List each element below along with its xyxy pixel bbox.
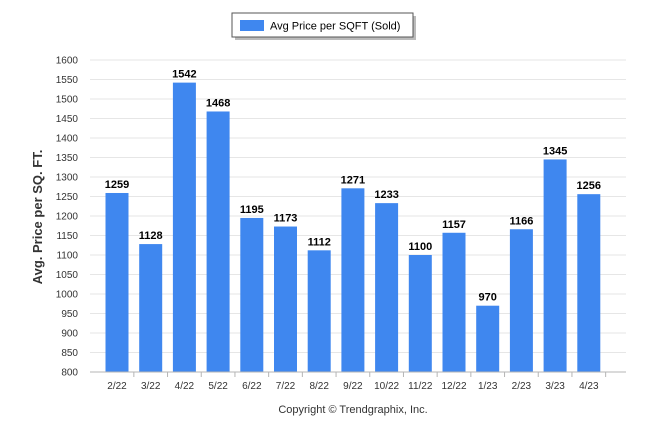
y-tick-label: 1000 [56,290,79,301]
data-labels: 1259 1128 1542 1468 1195 1173 1112 1271 1233 1100… [105,69,601,304]
y-tick-label: 1250 [56,192,79,203]
bar-value-label: 1128 [139,230,163,242]
x-tick-label: 5/22 [208,381,228,392]
y-tick-label: 1350 [56,153,79,164]
bar-value-label: 1259 [105,179,129,191]
x-tick-label: 11/22 [408,381,433,392]
y-tick-label: 1400 [56,134,79,145]
x-tick-label: 7/22 [276,381,296,392]
legend[interactable]: Avg Price per SQFT (Sold) [231,12,416,40]
bar-value-label: 1157 [442,219,466,231]
x-tick-label: 2/22 [107,381,127,392]
bar-value-label: 1468 [206,97,230,109]
y-tick-label: 1550 [56,75,79,86]
y-tick-label: 1100 [56,251,78,262]
bar[interactable] [543,159,567,372]
x-axis-ticks: 2/22 3/22 4/22 5/22 6/22 7/22 8/22 9/22 10/22 11/… [107,372,607,392]
y-tick-label: 800 [61,368,78,379]
x-tick-label: 10/22 [374,381,399,392]
y-tick-label: 1050 [56,270,79,281]
bar[interactable] [139,244,163,372]
bar-value-label: 1542 [172,69,196,81]
y-tick-label: 1450 [56,114,79,125]
bar[interactable] [206,111,230,372]
x-tick-label: 3/23 [545,381,565,392]
bar[interactable] [442,232,466,372]
bar[interactable] [408,255,432,372]
bar[interactable] [509,229,533,372]
legend-swatch [240,20,264,31]
bar-value-label: 1173 [274,213,298,225]
y-tick-label: 1150 [56,231,78,242]
bar[interactable] [240,217,264,372]
y-tick-label: 1500 [56,95,79,106]
bar[interactable] [341,188,365,372]
x-tick-label: 4/23 [579,381,599,392]
bar-value-label: 1271 [341,174,365,186]
bar-value-label: 970 [479,292,497,304]
x-tick-label: 8/22 [309,381,329,392]
y-tick-label: 900 [61,329,78,340]
x-tick-label: 1/23 [478,381,498,392]
bars [105,82,601,373]
bar[interactable] [476,305,500,372]
y-tick-label: 1300 [56,173,79,184]
y-tick-label: 1200 [56,212,79,223]
x-tick-label: 9/22 [343,381,363,392]
x-tick-label: 6/22 [242,381,262,392]
bar-value-label: 1345 [543,145,567,157]
bar[interactable] [274,226,297,372]
y-tick-label: 850 [61,348,78,359]
bar[interactable] [172,82,196,373]
x-tick-label: 3/22 [141,381,161,392]
bar[interactable] [577,194,601,372]
bar-value-label: 1256 [577,180,601,192]
bar-value-label: 1100 [408,241,432,253]
bar-value-label: 1166 [509,215,533,227]
bar[interactable] [105,192,129,372]
x-tick-label: 4/22 [175,381,195,392]
bar-value-label: 1195 [240,204,264,216]
bar[interactable] [307,250,331,372]
x-tick-label: 12/22 [441,381,466,392]
copyright-footer: Copyright © Trendgraphix, Inc. [278,404,427,416]
bar[interactable] [375,203,399,372]
y-tick-label: 1600 [56,56,79,67]
bar-value-label: 1112 [308,236,331,248]
legend-label: Avg Price per SQFT (Sold) [270,21,400,33]
y-axis-label: Avg. Price per SQ. FT. [30,150,45,285]
y-axis-ticks: 800 850 900 950 1000 1050 1100 1150 1200 1250 1300… [56,56,79,379]
bar-value-label: 1233 [374,189,398,201]
y-tick-label: 950 [61,309,78,320]
x-tick-label: 2/23 [512,381,532,392]
